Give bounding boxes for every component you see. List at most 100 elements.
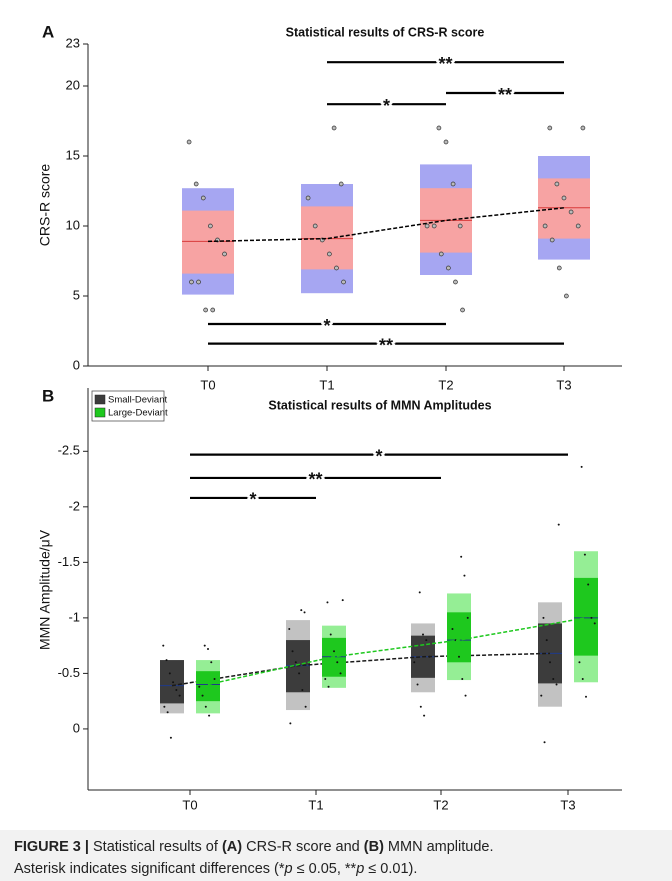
legend-label: Large-Deviant bbox=[108, 408, 168, 419]
data-point bbox=[329, 633, 332, 636]
data-point bbox=[583, 553, 586, 556]
trend-line bbox=[207, 617, 587, 686]
y-tick-label: 0 bbox=[73, 357, 80, 372]
data-point bbox=[549, 661, 551, 664]
data-point bbox=[298, 672, 301, 675]
caption-text: FIGURE 3 | bbox=[14, 839, 89, 855]
y-axis-label: MMN Amplitude/μV bbox=[37, 529, 53, 650]
panel-label: B bbox=[42, 386, 54, 405]
x-tick-label: T0 bbox=[200, 377, 215, 392]
legend-label: Small-Deviant bbox=[108, 395, 167, 406]
data-point bbox=[168, 672, 171, 675]
data-point bbox=[327, 685, 330, 688]
data-point bbox=[288, 627, 291, 630]
significance-label: * bbox=[323, 316, 330, 336]
data-point bbox=[333, 650, 335, 653]
inner-box bbox=[538, 178, 590, 239]
data-point bbox=[305, 195, 311, 201]
data-point bbox=[341, 279, 346, 285]
panel-label: A bbox=[42, 22, 54, 41]
data-point bbox=[416, 683, 419, 686]
data-point bbox=[186, 139, 192, 145]
data-point bbox=[334, 265, 339, 271]
data-point bbox=[443, 139, 449, 145]
data-point bbox=[419, 705, 422, 708]
data-point bbox=[210, 661, 213, 664]
significance-label: * bbox=[383, 96, 390, 116]
x-tick-label: T3 bbox=[560, 797, 575, 812]
data-point bbox=[545, 639, 548, 642]
data-point bbox=[575, 223, 581, 229]
inner-box bbox=[574, 577, 598, 656]
data-point bbox=[189, 279, 194, 285]
inner-box bbox=[160, 660, 184, 704]
data-point bbox=[580, 125, 586, 131]
y-tick-label: 10 bbox=[66, 217, 80, 232]
data-point bbox=[438, 251, 444, 257]
data-point bbox=[542, 223, 548, 229]
data-point bbox=[175, 689, 178, 692]
x-tick-label: T2 bbox=[433, 797, 448, 812]
inner-box bbox=[447, 612, 471, 663]
data-point bbox=[326, 601, 329, 604]
data-point bbox=[585, 695, 587, 698]
data-point bbox=[564, 293, 569, 299]
y-tick-label: 15 bbox=[66, 147, 80, 162]
data-point bbox=[460, 307, 465, 313]
data-point bbox=[555, 683, 558, 686]
x-tick-label: T0 bbox=[182, 797, 197, 812]
data-point bbox=[458, 655, 460, 658]
y-tick-label: 20 bbox=[66, 77, 80, 92]
data-point bbox=[543, 741, 546, 744]
data-point bbox=[425, 639, 428, 642]
data-point bbox=[200, 195, 206, 201]
data-point bbox=[162, 644, 165, 647]
caption-text: p bbox=[284, 861, 293, 877]
significance-label: ** bbox=[379, 335, 393, 355]
data-point bbox=[422, 633, 424, 636]
data-point bbox=[554, 181, 560, 187]
data-point bbox=[291, 650, 294, 653]
data-point bbox=[590, 616, 593, 619]
data-point bbox=[172, 681, 175, 684]
data-point bbox=[450, 181, 456, 187]
inner-box bbox=[301, 206, 353, 270]
data-point bbox=[451, 627, 454, 630]
data-point bbox=[557, 523, 560, 526]
data-point bbox=[547, 125, 553, 131]
legend-swatch bbox=[94, 394, 106, 405]
x-tick-label: T1 bbox=[319, 377, 334, 392]
trend-line bbox=[171, 652, 551, 687]
data-point bbox=[542, 616, 545, 619]
y-tick-label: -1 bbox=[68, 609, 80, 624]
data-point bbox=[210, 307, 216, 313]
y-tick-label: 23 bbox=[66, 35, 80, 50]
data-point bbox=[580, 465, 583, 468]
data-point bbox=[289, 722, 292, 725]
data-point bbox=[198, 685, 201, 688]
trend-line bbox=[207, 207, 565, 243]
data-point bbox=[201, 694, 204, 697]
caption-text: MMN amplitude. bbox=[383, 839, 494, 855]
data-point bbox=[312, 223, 318, 229]
data-point bbox=[304, 705, 307, 708]
data-point bbox=[213, 677, 216, 680]
data-point bbox=[464, 694, 467, 697]
y-tick-label: -0.5 bbox=[58, 665, 80, 680]
data-point bbox=[327, 251, 332, 257]
x-tick-label: T2 bbox=[438, 377, 453, 392]
y-tick-label: 5 bbox=[73, 287, 80, 302]
inner-box bbox=[182, 210, 234, 274]
y-tick-label: -1.5 bbox=[58, 554, 80, 569]
data-point bbox=[461, 677, 464, 680]
caption-text: ≤ 0.01). bbox=[364, 861, 418, 877]
chart-title: Statistical results of MMN Amplitudes bbox=[268, 398, 491, 412]
data-point bbox=[339, 672, 342, 675]
data-point bbox=[540, 694, 543, 697]
charts: A Statistical results of CRS-R score CRS-R… bbox=[37, 22, 622, 812]
data-point bbox=[294, 661, 297, 664]
data-point bbox=[163, 705, 166, 708]
data-point bbox=[165, 659, 168, 662]
data-point bbox=[301, 689, 304, 692]
data-point bbox=[193, 181, 199, 187]
